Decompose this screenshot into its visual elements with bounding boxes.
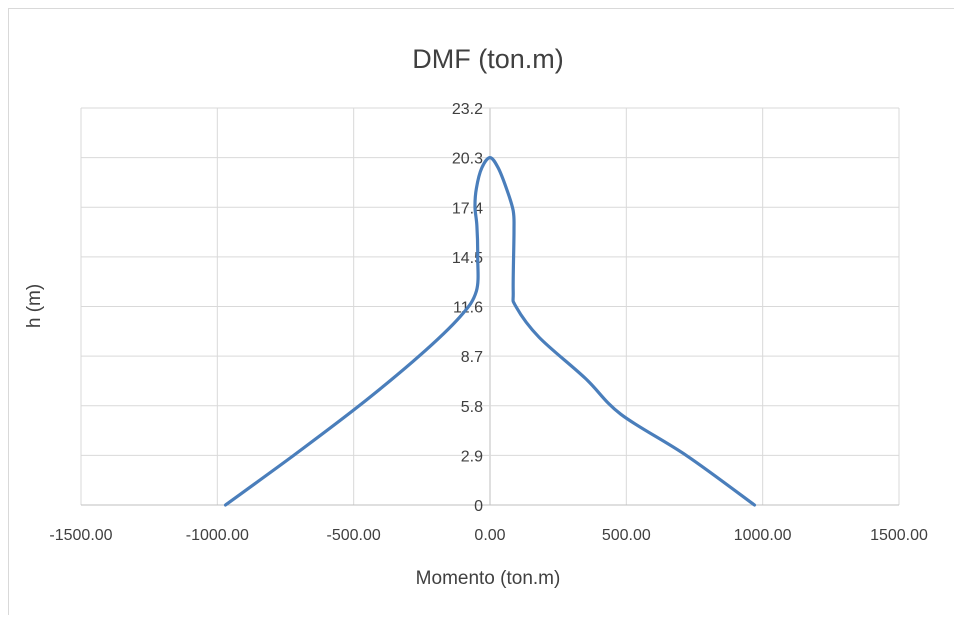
y-axis-label: h (m) [24, 284, 45, 328]
series-group [223, 156, 757, 507]
x-tick-label: -1500.00 [49, 527, 112, 544]
x-tick-label: 500.00 [602, 527, 651, 544]
x-axis-label: Momento (ton.m) [416, 568, 561, 589]
y-tick-label: 2.9 [461, 448, 483, 465]
y-tick-label: 23.2 [452, 101, 483, 118]
y-tick-label: 5.8 [461, 399, 483, 416]
chart-title: DMF (ton.m) [412, 44, 564, 74]
x-tick-label: -500.00 [327, 527, 381, 544]
x-tick-label: 0.00 [474, 527, 505, 544]
x-tick-label: -1000.00 [186, 527, 249, 544]
y-tick-label: 8.7 [461, 349, 483, 366]
y-tick-label: 14.5 [452, 250, 483, 267]
chart-frame [8, 8, 954, 615]
y-tick-label: 0 [474, 498, 483, 515]
moment-diagram-line [223, 156, 757, 507]
grid [80, 107, 900, 506]
x-tick-labels: -1500.00 -1000.00 -500.00 0.00 500.00 1000.00… [49, 527, 928, 544]
x-tick-label: 1000.00 [734, 527, 792, 544]
y-tick-label: 20.3 [452, 151, 483, 168]
y-tick-label: 17.4 [452, 200, 483, 217]
x-tick-label: 1500.00 [870, 527, 928, 544]
